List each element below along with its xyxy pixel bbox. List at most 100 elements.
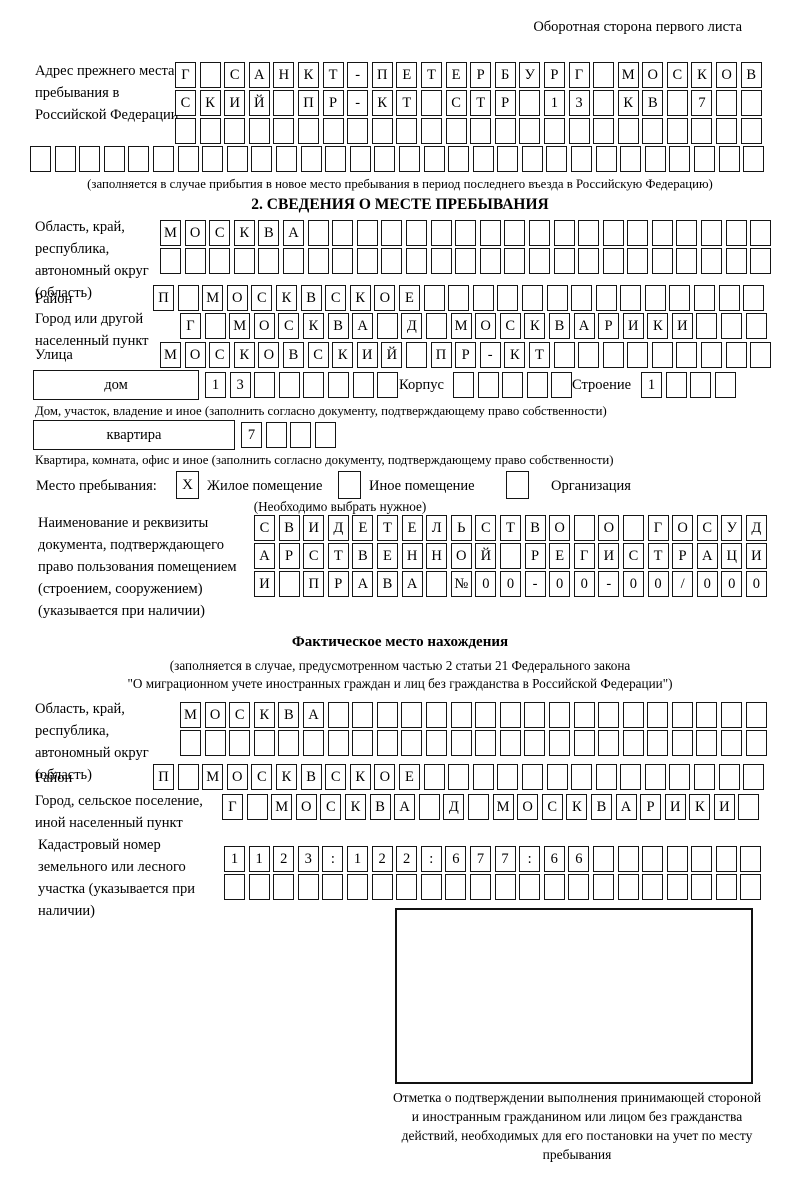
char-cell xyxy=(743,764,765,790)
char-cell xyxy=(666,118,688,144)
char-cell: К xyxy=(297,62,319,88)
char-cell xyxy=(718,146,740,172)
char-cell xyxy=(204,313,226,339)
house-label-box: дом xyxy=(33,370,199,400)
char-cell xyxy=(499,543,521,569)
char-cell xyxy=(651,342,673,368)
char-cell xyxy=(479,220,501,246)
back-side-note: Оборотная сторона первого листа xyxy=(533,19,742,35)
char-cell: А xyxy=(248,62,270,88)
char-cell xyxy=(571,146,593,172)
char-cell xyxy=(494,874,516,900)
char-cell: А xyxy=(254,543,275,569)
char-cell xyxy=(519,90,541,116)
char-cell: М xyxy=(160,220,181,246)
char-cell: И xyxy=(598,543,620,569)
char-cell: Е xyxy=(352,515,374,541)
char-cell xyxy=(356,248,378,274)
char-cell xyxy=(676,220,698,246)
char-cell: К xyxy=(617,90,639,116)
char-cell: 0 xyxy=(573,571,595,597)
char-cell xyxy=(524,730,546,756)
char-cell: С xyxy=(622,543,644,569)
char-cell xyxy=(445,118,467,144)
char-cell: Р xyxy=(327,571,349,597)
option-other-premise-label: Иное помещение xyxy=(369,478,475,494)
char-cell xyxy=(103,146,125,172)
char-cell: Е xyxy=(398,764,420,790)
char-cell xyxy=(671,730,693,756)
char-cell xyxy=(420,90,442,116)
char-cell: 3 xyxy=(568,90,590,116)
char-cell xyxy=(405,248,427,274)
char-cell: О xyxy=(226,764,248,790)
char-cell xyxy=(595,146,617,172)
char-cell xyxy=(669,764,691,790)
char-cell: 1 xyxy=(224,846,245,872)
char-cell: Е xyxy=(445,62,467,88)
char-cell: О xyxy=(642,62,664,88)
char-cell xyxy=(377,372,399,398)
char-cell xyxy=(300,146,322,172)
char-cell xyxy=(79,146,101,172)
char-cell: - xyxy=(598,571,620,597)
house-caption: Дом, участок, владение и иное (заполнить… xyxy=(35,404,607,418)
char-cell: П xyxy=(297,90,319,116)
char-cell xyxy=(307,248,329,274)
char-cell xyxy=(371,118,393,144)
char-cell xyxy=(177,146,199,172)
char-cell xyxy=(396,874,418,900)
char-cell: Т xyxy=(499,515,521,541)
char-cell xyxy=(694,285,716,311)
char-cell xyxy=(371,874,393,900)
checkbox-other-premise xyxy=(338,471,361,499)
apartment-caption: Квартира, комната, офис и иное (заполнит… xyxy=(35,453,614,467)
char-cell xyxy=(504,220,526,246)
char-cell: М xyxy=(180,702,201,728)
char-cell xyxy=(696,730,718,756)
char-cell: 0 xyxy=(721,571,743,597)
char-cell xyxy=(314,422,336,448)
char-cell: 2 xyxy=(396,846,418,872)
char-cell xyxy=(307,220,329,246)
s2-street-label: Улица xyxy=(35,347,73,363)
char-cell xyxy=(254,372,276,398)
char-cell xyxy=(405,342,427,368)
char-cell xyxy=(620,764,642,790)
char-cell: 1 xyxy=(543,90,565,116)
char-cell xyxy=(546,764,568,790)
char-cell xyxy=(453,372,474,398)
char-cell xyxy=(472,764,494,790)
char-cell xyxy=(199,62,221,88)
char-cell xyxy=(627,342,649,368)
char-cell: С xyxy=(307,342,329,368)
option-organization-label: Организация xyxy=(551,478,631,494)
char-cell: С xyxy=(229,702,251,728)
char-cell: П xyxy=(153,285,174,311)
s2-region-label: Область, край, республика, автономный ок… xyxy=(35,219,149,301)
char-cell xyxy=(420,118,442,144)
char-cell xyxy=(750,342,772,368)
char-cell: М xyxy=(450,313,472,339)
char-cell: Е xyxy=(549,543,571,569)
char-cell: - xyxy=(479,342,501,368)
char-cell xyxy=(467,794,489,820)
char-cell xyxy=(405,220,427,246)
char-cell: Г xyxy=(647,515,669,541)
char-cell: Р xyxy=(455,342,477,368)
actual-location-caption-2: "О миграционном учете иностранных гражда… xyxy=(127,676,673,691)
char-cell xyxy=(273,874,295,900)
char-cell xyxy=(602,220,624,246)
char-cell xyxy=(224,874,245,900)
char-cell: У xyxy=(721,515,743,541)
char-cell xyxy=(152,146,174,172)
char-cell xyxy=(202,146,224,172)
char-cell xyxy=(327,730,349,756)
char-cell xyxy=(177,285,199,311)
char-cell: М xyxy=(202,764,224,790)
char-cell xyxy=(571,764,593,790)
